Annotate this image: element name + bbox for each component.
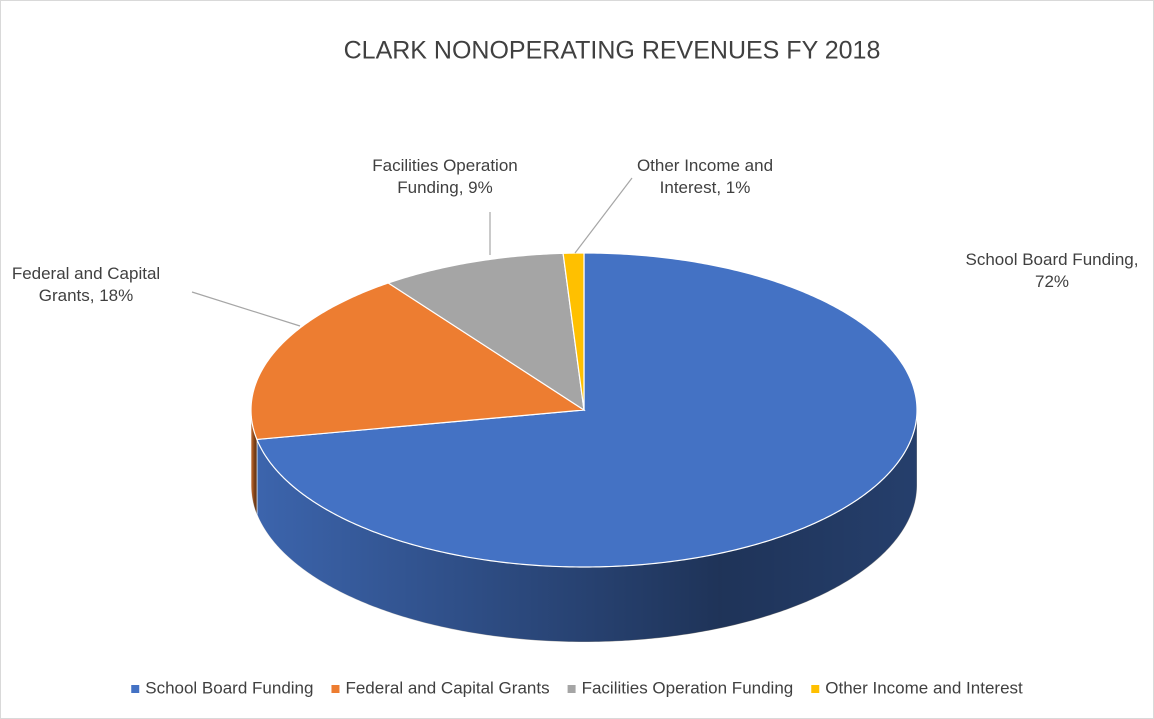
- data-label: Other Income and Interest, 1%: [637, 156, 773, 197]
- leader-line: [191, 291, 301, 327]
- data-label-line: School Board Funding,: [966, 250, 1139, 269]
- data-label: Federal and Capital Grants, 18%: [12, 264, 160, 305]
- pie-slice: [250, 282, 586, 441]
- data-label-line: Other Income and: [637, 156, 773, 175]
- data-label-line: Funding, 9%: [397, 178, 492, 197]
- data-label-line: Federal and Capital: [12, 264, 160, 283]
- data-label-line: Grants, 18%: [39, 286, 134, 305]
- pie-slice: [386, 252, 585, 412]
- legend-marker: [131, 685, 140, 693]
- legend-label: Facilities Operation Funding: [582, 678, 794, 697]
- legend-label: School Board Funding: [145, 678, 313, 697]
- leader-line: [574, 177, 633, 254]
- data-label: School Board Funding, 72%: [966, 250, 1139, 291]
- chart-title: CLARK NONOPERATING REVENUES FY 2018: [344, 37, 881, 65]
- pie-slice: [256, 252, 918, 568]
- data-label: Facilities Operation Funding, 9%: [372, 156, 518, 197]
- legend-marker: [331, 685, 340, 693]
- legend-label: Federal and Capital Grants: [345, 678, 549, 697]
- data-label-line: 72%: [1035, 272, 1069, 291]
- legend-marker: [567, 685, 576, 693]
- pie-side-shade: [256, 410, 917, 642]
- data-label-line: Facilities Operation: [372, 156, 518, 175]
- legend-marker: [811, 685, 820, 693]
- pie-slice: [562, 252, 585, 411]
- legend-label: Other Income and Interest: [825, 678, 1023, 697]
- data-label-line: Interest, 1%: [660, 178, 751, 197]
